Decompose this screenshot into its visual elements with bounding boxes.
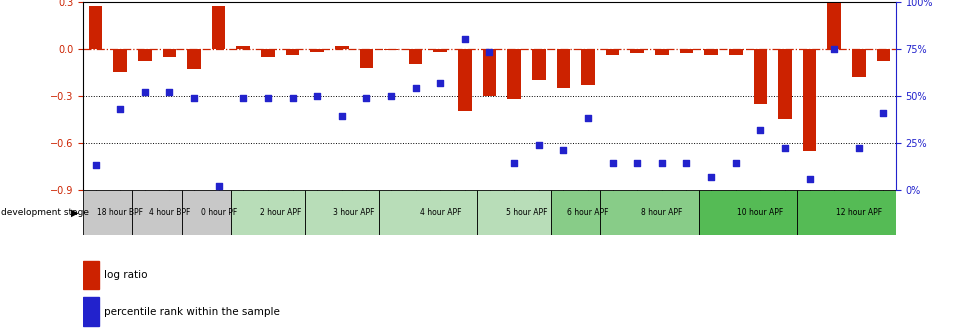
Bar — [458, 49, 471, 112]
Bar — [556, 49, 569, 88]
Text: 4 hour BPF: 4 hour BPF — [149, 208, 190, 217]
Bar — [113, 49, 127, 72]
Bar — [334, 46, 348, 49]
Point — [777, 146, 792, 151]
Bar — [237, 46, 249, 49]
Point — [555, 148, 570, 153]
Bar — [729, 49, 741, 55]
Bar — [310, 49, 324, 52]
Point — [580, 116, 596, 121]
Bar — [551, 190, 600, 235]
Text: percentile rank within the sample: percentile rank within the sample — [104, 306, 279, 317]
Bar — [778, 49, 791, 119]
Bar — [182, 190, 231, 235]
Point — [801, 176, 817, 181]
Bar — [482, 49, 496, 96]
Text: 2 hour APF: 2 hour APF — [259, 208, 300, 217]
Bar — [581, 49, 595, 85]
Bar — [231, 190, 304, 235]
Point — [161, 89, 177, 95]
Point — [309, 93, 325, 98]
Point — [481, 50, 497, 55]
Point — [457, 37, 472, 42]
Bar — [162, 49, 176, 56]
Bar — [83, 190, 132, 235]
Bar — [796, 190, 895, 235]
Point — [432, 80, 448, 85]
Text: 12 hour APF: 12 hour APF — [835, 208, 881, 217]
Text: 10 hour APF: 10 hour APF — [736, 208, 782, 217]
Bar — [802, 49, 816, 151]
Bar — [679, 49, 692, 53]
Bar — [83, 260, 100, 289]
Point — [408, 86, 423, 91]
Point — [874, 110, 890, 115]
Point — [137, 89, 153, 95]
Text: 0 hour PF: 0 hour PF — [200, 208, 237, 217]
Bar — [138, 49, 152, 61]
Bar — [383, 49, 397, 50]
Point — [530, 142, 546, 148]
Text: 18 hour BPF: 18 hour BPF — [97, 208, 143, 217]
Bar — [703, 49, 717, 55]
Point — [260, 95, 276, 100]
Point — [112, 106, 128, 112]
Text: 3 hour APF: 3 hour APF — [333, 208, 375, 217]
Bar — [826, 3, 840, 49]
Point — [653, 161, 669, 166]
Bar — [876, 49, 889, 61]
Point — [88, 163, 104, 168]
Text: 5 hour APF: 5 hour APF — [506, 208, 547, 217]
Point — [382, 93, 398, 98]
Bar — [753, 49, 767, 103]
Bar — [261, 49, 275, 56]
Text: 8 hour APF: 8 hour APF — [641, 208, 682, 217]
Point — [604, 161, 620, 166]
Bar — [89, 6, 102, 49]
Text: development stage: development stage — [1, 208, 89, 217]
Bar — [378, 190, 476, 235]
Point — [333, 114, 349, 119]
Bar — [851, 49, 865, 77]
Bar — [600, 190, 698, 235]
Point — [825, 46, 841, 51]
Point — [702, 174, 718, 179]
Point — [186, 95, 201, 100]
Text: log ratio: log ratio — [104, 269, 147, 280]
Bar — [132, 190, 182, 235]
Bar — [698, 190, 796, 235]
Point — [850, 146, 866, 151]
Point — [506, 161, 521, 166]
Text: 4 hour APF: 4 hour APF — [420, 208, 461, 217]
Point — [728, 161, 743, 166]
Bar — [433, 49, 447, 52]
Bar — [531, 49, 545, 80]
Bar — [630, 49, 644, 53]
Point — [210, 183, 226, 189]
Bar — [409, 49, 422, 65]
Bar — [83, 297, 100, 326]
Bar — [304, 190, 378, 235]
Point — [358, 95, 374, 100]
Point — [285, 95, 300, 100]
Bar — [605, 49, 619, 55]
Text: GDS443 / 18854: GDS443 / 18854 — [83, 0, 180, 1]
Bar — [359, 49, 373, 68]
Point — [629, 161, 645, 166]
Bar — [654, 49, 668, 55]
Point — [235, 95, 250, 100]
Bar — [211, 6, 225, 49]
Bar — [476, 190, 551, 235]
Point — [752, 127, 768, 132]
Bar — [187, 49, 200, 69]
Text: ▶: ▶ — [70, 208, 78, 217]
Bar — [507, 49, 520, 99]
Bar — [286, 49, 299, 55]
Point — [678, 161, 693, 166]
Text: 6 hour APF: 6 hour APF — [566, 208, 608, 217]
